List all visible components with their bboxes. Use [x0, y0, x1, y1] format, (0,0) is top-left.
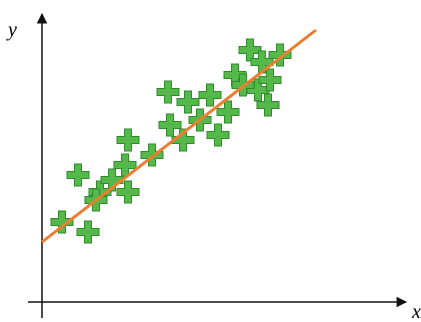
scatter-point [206, 123, 230, 147]
scatter-point [50, 210, 74, 234]
scatter-point [256, 93, 280, 117]
scatter-point [76, 220, 100, 244]
scatter-point [258, 68, 282, 92]
scatter-point [238, 38, 262, 62]
scatter-point [176, 90, 200, 114]
scatter-point [66, 163, 90, 187]
fit-line [41, 28, 317, 244]
scatter-point [268, 43, 292, 67]
scatter-point [216, 100, 240, 124]
y-axis-label: y [6, 19, 17, 41]
x-axis-label: x [411, 301, 421, 322]
scatter-point [250, 50, 274, 74]
scatter-point [156, 80, 180, 104]
scatter-point [116, 128, 140, 152]
scatter-point [171, 128, 195, 152]
plot-area [41, 28, 317, 244]
scatter-point [100, 168, 124, 192]
scatter-point [158, 113, 182, 137]
scatter-point [116, 180, 140, 204]
scatter-point [198, 83, 222, 107]
